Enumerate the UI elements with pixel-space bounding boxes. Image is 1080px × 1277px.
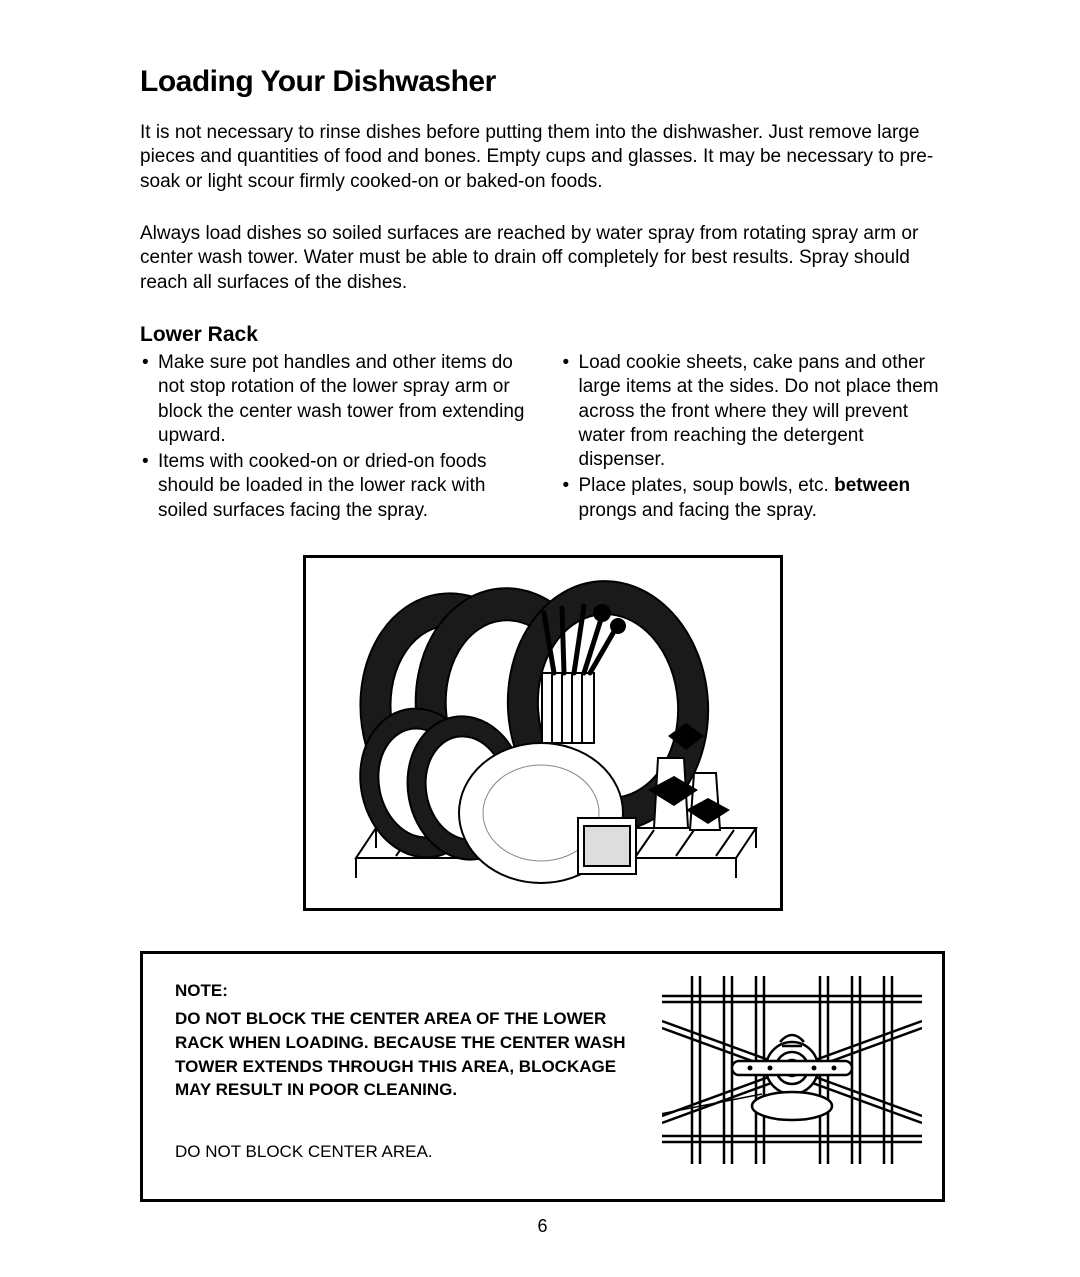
manual-page: Loading Your Dishwasher It is not necess… xyxy=(0,0,1080,1277)
page-title: Loading Your Dishwasher xyxy=(140,65,945,99)
list-item-text-bold: between xyxy=(834,475,910,496)
figure-lower-rack-illustration xyxy=(303,555,783,911)
note-body: DO NOT BLOCK THE CENTER AREA OF THE LOWE… xyxy=(175,1007,632,1102)
intro-paragraph-2: Always load dishes so soiled surfaces ar… xyxy=(140,222,945,295)
list-item-text-prefix: Place plates, soup bowls, etc. xyxy=(579,475,835,496)
bullet-list-left: Make sure pot handles and other items do… xyxy=(140,351,525,523)
bullet-list-right: Load cookie sheets, cake pans and other … xyxy=(561,351,946,523)
note-caption: DO NOT BLOCK CENTER AREA. xyxy=(175,1142,632,1162)
list-item: Items with cooked-on or dried-on foods s… xyxy=(158,450,525,523)
page-number: 6 xyxy=(140,1216,945,1237)
intro-paragraph-1: It is not necessary to rinse dishes befo… xyxy=(140,121,945,194)
bullet-column-right: Load cookie sheets, cake pans and other … xyxy=(561,351,946,525)
rack-illustration-svg xyxy=(306,558,780,908)
note-label: NOTE: xyxy=(175,980,632,1003)
list-item: Make sure pot handles and other items do… xyxy=(158,351,525,448)
note-text-block: NOTE: DO NOT BLOCK THE CENTER AREA OF TH… xyxy=(175,976,632,1179)
figure-1-container xyxy=(140,555,945,911)
center-area-svg xyxy=(662,976,922,1164)
note-box: NOTE: DO NOT BLOCK THE CENTER AREA OF TH… xyxy=(140,951,945,1202)
list-item: Place plates, soup bowls, etc. between p… xyxy=(579,474,946,523)
section-heading-lower-rack: Lower Rack xyxy=(140,323,945,347)
list-item-text-suffix: prongs and facing the spray. xyxy=(579,500,817,521)
figure-center-area-diagram xyxy=(662,976,922,1164)
bullet-columns: Make sure pot handles and other items do… xyxy=(140,351,945,525)
bullet-column-left: Make sure pot handles and other items do… xyxy=(140,351,525,525)
list-item: Load cookie sheets, cake pans and other … xyxy=(579,351,946,473)
